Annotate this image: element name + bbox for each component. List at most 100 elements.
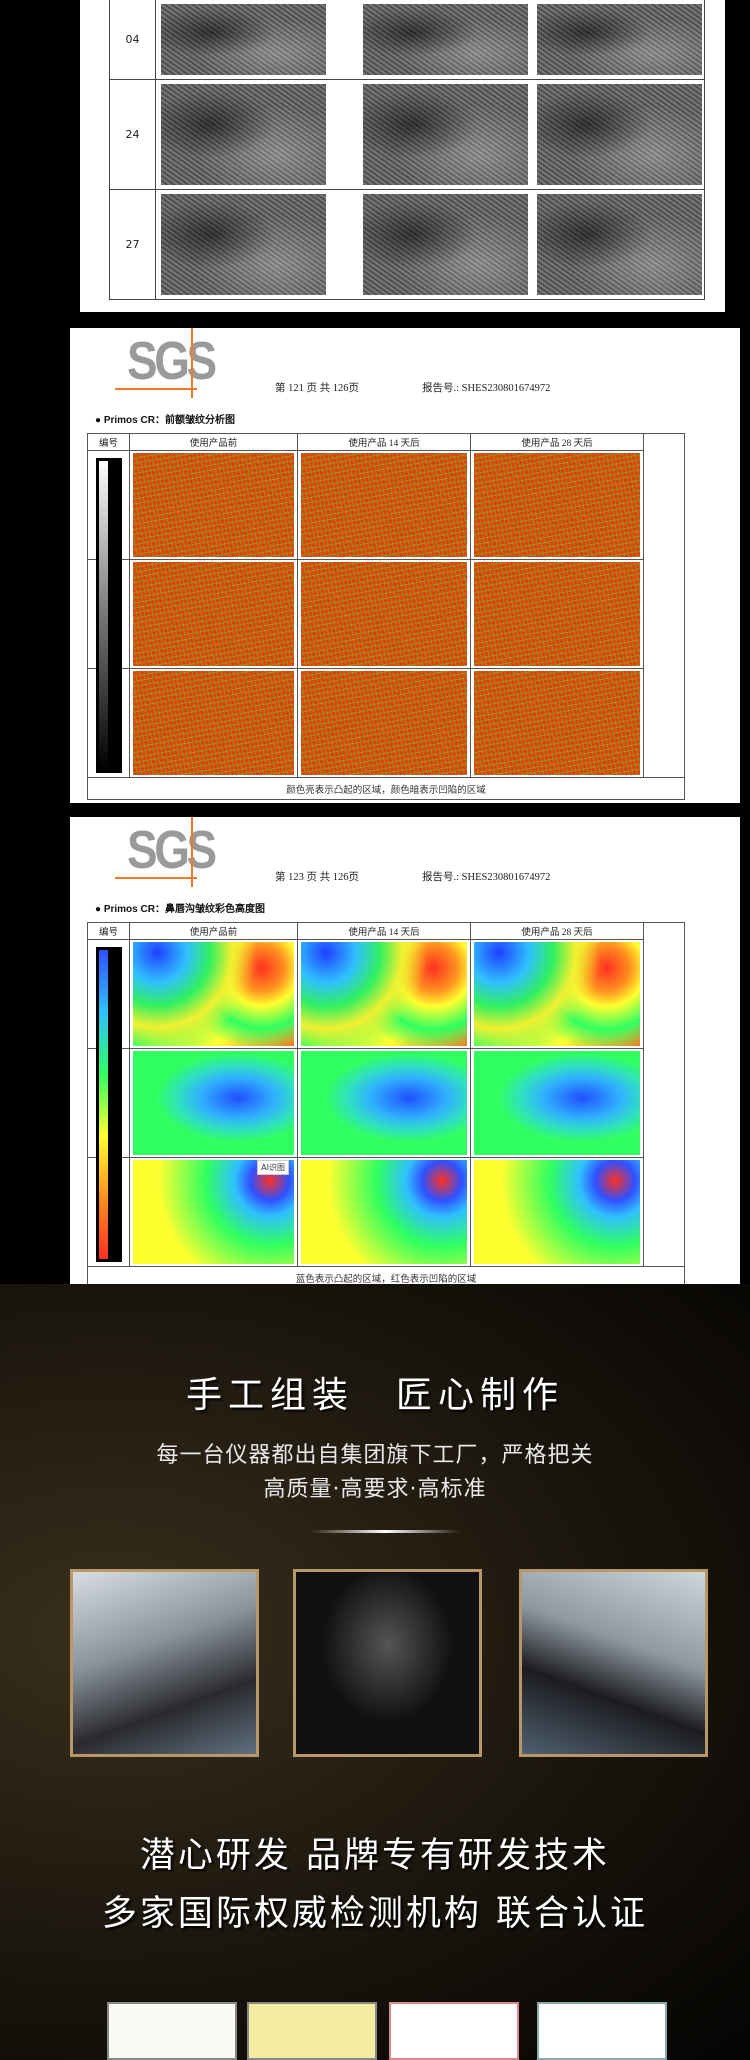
column-header: 使用产品 28 天后 xyxy=(471,434,644,450)
table-row: 24 xyxy=(110,80,704,190)
column-header: 编号 xyxy=(88,923,130,939)
factory-photo-assembly xyxy=(519,1569,708,1757)
column-header: 使用产品前 xyxy=(130,434,298,450)
column-header: 使用产品 14 天后 xyxy=(298,923,471,939)
ai-image-badge[interactable]: AI识图 xyxy=(257,1160,289,1175)
analysis-image xyxy=(133,942,294,1046)
column-header: 使用产品前 xyxy=(130,923,298,939)
logo-line xyxy=(191,817,193,887)
image-cell xyxy=(130,559,298,668)
chart-title-text: Primos CR：前额皱纹分析图 xyxy=(103,415,235,426)
image-cell xyxy=(130,668,298,777)
trademark-certificate xyxy=(537,2002,667,2060)
skin-texture-image xyxy=(363,4,528,75)
analysis-image xyxy=(301,942,467,1046)
certificate-2 xyxy=(247,2002,377,2060)
analysis-image xyxy=(474,453,640,557)
skin-texture-image xyxy=(537,194,702,295)
promo-title: 手工组装 匠心制作 xyxy=(185,1375,564,1416)
image-cell xyxy=(471,1048,644,1157)
logo-line xyxy=(191,328,193,398)
bullet-icon: ● xyxy=(95,904,104,915)
promo-line-2: 高质量·高要求·高标准 xyxy=(263,1477,487,1502)
image-cell xyxy=(471,939,644,1048)
row-id: 24 xyxy=(110,80,156,189)
image-cell xyxy=(130,939,298,1048)
analysis-image xyxy=(133,562,294,666)
certificate-1 xyxy=(107,2002,237,2060)
analysis-image xyxy=(474,1160,640,1264)
report-number: 报告号.: SHES230801674972 xyxy=(422,383,551,394)
table-footnote: 颜色亮表示凸起的区域，颜色暗表示凹陷的区域 xyxy=(88,777,684,799)
sgs-report-page: SGS 第 121 页 共 126页 报告号.: SHES230801674972 ●… xyxy=(70,328,740,803)
chart-title: ● Primos CR：鼻唇沟皱纹彩色高度图 xyxy=(95,900,265,915)
certification-heading: 多家国际权威检测机构 联合认证 xyxy=(101,1894,649,1934)
analysis-image xyxy=(474,942,640,1046)
color-scale-gradient xyxy=(99,950,108,1259)
image-cell xyxy=(298,1048,471,1157)
row-id: 27 xyxy=(110,190,156,299)
logo-line xyxy=(115,388,197,390)
image-cell xyxy=(298,450,471,559)
color-scale-bar xyxy=(96,947,122,1262)
skin-texture-image xyxy=(161,84,326,185)
analysis-image xyxy=(301,671,467,775)
image-cell xyxy=(298,559,471,668)
table-footnote: 蓝色表示凸起的区域，红色表示凹陷的区域 xyxy=(88,1266,684,1288)
analysis-image xyxy=(301,1160,467,1264)
page-number: 第 121 页 共 126页 xyxy=(275,383,359,394)
analysis-image xyxy=(133,453,294,557)
analysis-image xyxy=(133,1160,294,1264)
skin-texture-table: 04 24 27 xyxy=(109,0,705,300)
skin-texture-image xyxy=(161,194,326,295)
color-scale-gradient xyxy=(99,461,108,770)
skin-texture-image xyxy=(363,84,528,185)
divider xyxy=(310,1530,460,1533)
image-cell xyxy=(471,668,644,777)
analysis-image xyxy=(301,1051,467,1155)
analysis-image xyxy=(133,671,294,775)
research-heading: 潜心研发 品牌专有研发技术 xyxy=(139,1836,611,1876)
analysis-image xyxy=(301,453,467,557)
image-cell xyxy=(471,1157,644,1266)
image-cell: AI识图 xyxy=(130,1157,298,1266)
skin-texture-image xyxy=(161,4,326,75)
factory-photo-device xyxy=(293,1569,482,1757)
analysis-image xyxy=(133,1051,294,1155)
color-scale-bar xyxy=(96,458,122,773)
promo-line-1: 每一台仪器都出自集团旗下工厂，严格把关 xyxy=(156,1443,594,1468)
column-header: 使用产品 14 天后 xyxy=(298,434,471,450)
sgs-logo: SGS xyxy=(127,331,217,391)
logo-line xyxy=(115,877,197,879)
skin-texture-image xyxy=(537,84,702,185)
patent-certificate xyxy=(389,2002,519,2060)
skin-texture-report-page: 04 24 27 xyxy=(80,0,725,312)
sgs-report-page: SGS 第 123 页 共 126页 报告号.: SHES230801674972 ●… xyxy=(70,817,740,1292)
analysis-image xyxy=(474,562,640,666)
page-number: 第 123 页 共 126页 xyxy=(275,872,359,883)
report-number: 报告号.: SHES230801674972 xyxy=(422,872,551,883)
sgs-logo: SGS xyxy=(127,820,217,880)
table-row: 27 xyxy=(110,190,704,300)
factory-photo-workers xyxy=(70,1569,259,1757)
image-cell xyxy=(298,939,471,1048)
image-cell xyxy=(298,1157,471,1266)
image-cell xyxy=(471,450,644,559)
image-cell xyxy=(471,559,644,668)
analysis-image xyxy=(474,1051,640,1155)
image-cell xyxy=(130,450,298,559)
bullet-icon: ● xyxy=(95,415,104,426)
row-id: 04 xyxy=(110,0,156,79)
skin-texture-image xyxy=(537,4,702,75)
chart-title: ● Primos CR：前额皱纹分析图 xyxy=(95,411,235,426)
skin-texture-image xyxy=(363,194,528,295)
image-cell xyxy=(298,668,471,777)
image-cell xyxy=(130,1048,298,1157)
column-header: 使用产品 28 天后 xyxy=(471,923,644,939)
column-header: 编号 xyxy=(88,434,130,450)
table-row: 04 xyxy=(110,0,704,80)
chart-title-text: Primos CR：鼻唇沟皱纹彩色高度图 xyxy=(103,904,265,915)
analysis-image xyxy=(474,671,640,775)
